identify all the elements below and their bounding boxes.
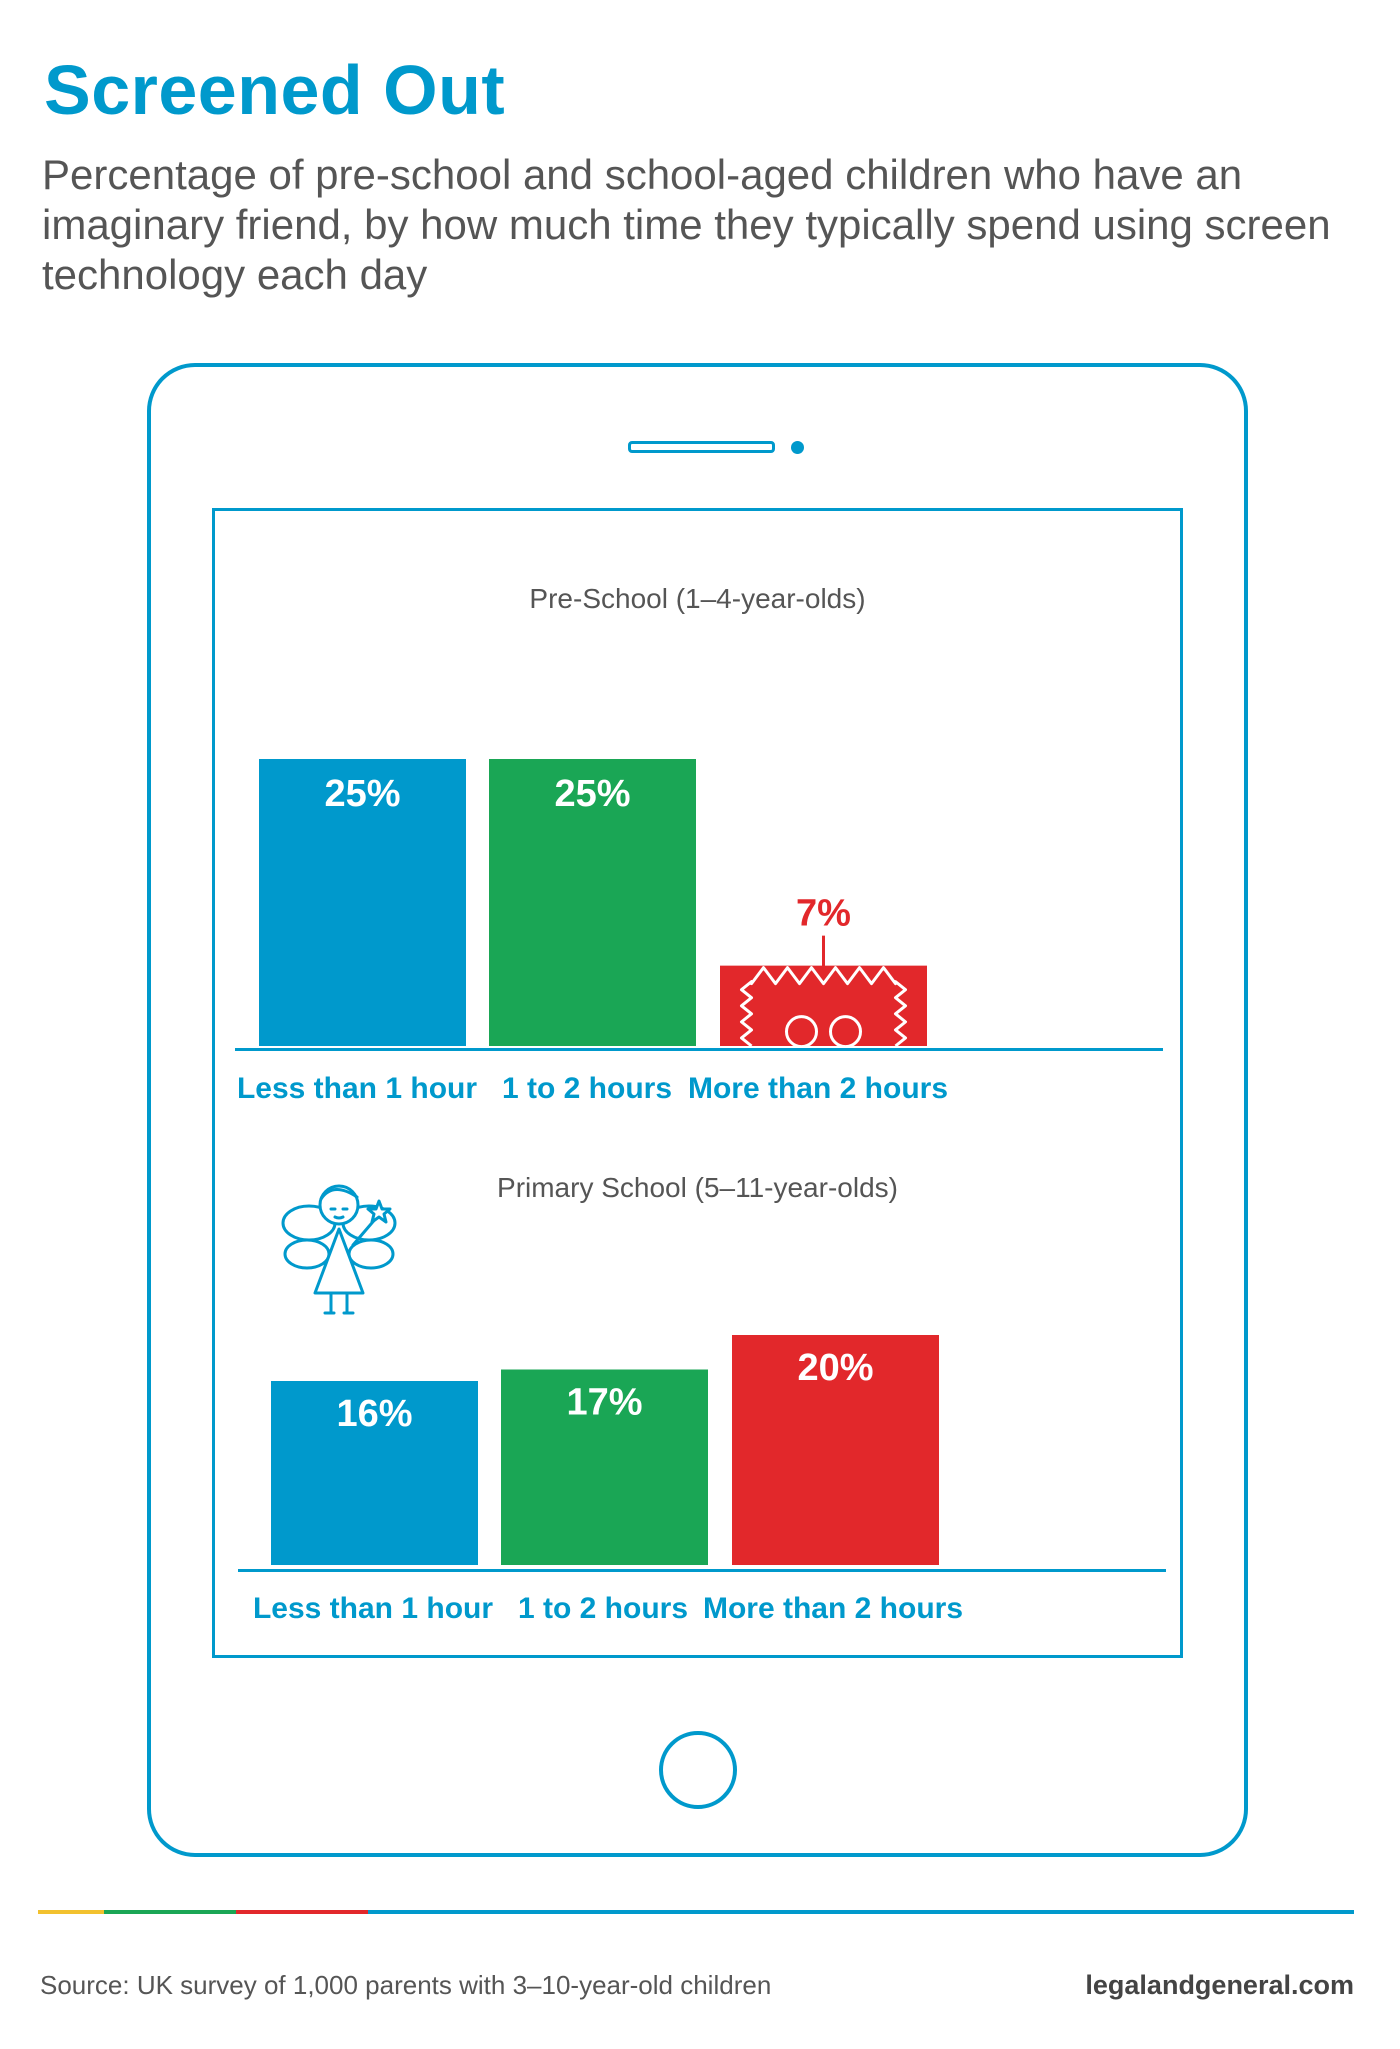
bar [271,1381,478,1565]
tablet-speaker [628,441,775,453]
bar [501,1369,708,1565]
fuzzy-monster-icon [740,966,907,1049]
footer-rule-red [236,1910,368,1914]
bar-value-label: 7% [796,893,851,935]
bar-value-label: 16% [336,1393,412,1435]
category-label: 1 to 2 hours [517,1592,689,1625]
bar [259,759,466,1046]
footer-rule-blue [368,1910,1354,1914]
category-label: Less than 1 hour [236,1072,478,1105]
category-label: More than 2 hours [687,1072,949,1105]
baseline-preschool [235,1048,1163,1051]
tablet-screen: Pre-School (1–4-year-olds) 25% 25% 7% Less… [212,508,1183,1658]
bar-value-label: 25% [554,773,630,815]
category-label: 1 to 2 hours [501,1072,673,1105]
category-label: Less than 1 hour [252,1592,494,1625]
bar-value-label: 25% [324,773,400,815]
website-link[interactable]: legalandgeneral.com [1085,1970,1354,2000]
source-note: Source: UK survey of 1,000 parents with … [40,1970,772,2000]
footer-rule-green [104,1910,236,1914]
category-label: More than 2 hours [702,1592,964,1625]
bar-value-label: 20% [797,1347,873,1389]
fairy-icon [281,1184,397,1315]
chart-title-primary: Primary School (5–11-year-olds) [497,1172,898,1203]
footer-rule-gold [38,1910,104,1914]
baseline-primary [238,1569,1166,1572]
chart-title-preschool: Pre-School (1–4-year-olds) [529,583,866,614]
tablet-frame: Pre-School (1–4-year-olds) 25% 25% 7% Less… [147,363,1248,1857]
bar [489,759,696,1046]
page-subtitle: Percentage of pre-school and school-aged… [42,151,1331,298]
chart-preschool: 25% 25% 7% [259,759,927,1049]
page-title: Screened Out [44,51,506,129]
chart-primary: 16% 17% 20% [271,1335,939,1565]
tablet-camera [791,441,804,454]
bar [732,1335,939,1565]
tablet-home-button [659,1731,737,1809]
bar-value-label: 17% [566,1382,642,1424]
